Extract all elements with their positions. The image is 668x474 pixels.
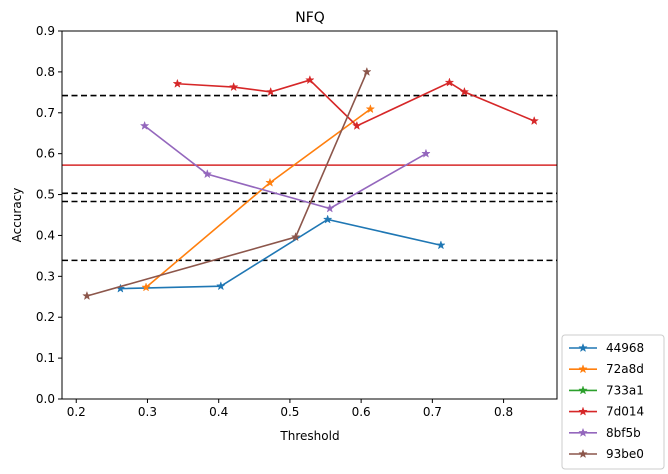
x-tick-label: 0.4: [209, 405, 228, 419]
data-point-44968-2: [216, 281, 226, 291]
series-line-8bf5b: [144, 125, 427, 210]
y-axis-label: Accuracy: [10, 188, 24, 243]
data-point-44968-3: [322, 214, 333, 224]
data-point-93be0-1: [82, 290, 92, 301]
x-tick-label: 0.6: [352, 405, 371, 419]
x-tick-label: 0.8: [494, 405, 513, 419]
data-point-8bf5b-2: [202, 169, 213, 179]
legend-item-7d014: 7d014: [569, 405, 644, 419]
legend-label: 7d014: [606, 405, 644, 419]
legend-label: 8bf5b: [606, 426, 641, 440]
data-point-8bf5b-4: [421, 148, 431, 158]
y-tick-label: 0.8: [36, 65, 55, 79]
data-point-7d014-3: [265, 86, 276, 97]
legend-item-72a8d: 72a8d: [569, 362, 644, 376]
data-point-72a8d-3: [365, 104, 376, 114]
legend-item-8bf5b: 8bf5b: [569, 426, 641, 440]
legend-label: 44968: [606, 341, 644, 355]
data-point-93be0-3: [362, 66, 372, 76]
legend-label: 733a1: [606, 383, 644, 397]
y-tick-label: 0.7: [36, 106, 55, 120]
legend-marker: [578, 364, 588, 374]
x-tick-label: 0.5: [280, 405, 299, 419]
y-tick-label: 0.2: [36, 310, 55, 324]
legend-label: 72a8d: [606, 362, 644, 376]
data-point-7d014-2: [228, 81, 239, 92]
x-tick-label: 0.7: [423, 405, 442, 419]
data-point-44968-4: [436, 240, 446, 250]
data-point-8bf5b-3: [324, 203, 335, 213]
x-tick-label: 0.2: [67, 405, 86, 419]
y-tick-label: 0.9: [36, 24, 55, 38]
legend-item-93be0: 93be0: [569, 447, 644, 461]
plot-frame: [61, 30, 558, 400]
data-point-72a8d-2: [265, 177, 275, 187]
data-point-7d014-1: [172, 78, 183, 88]
legend-marker: [578, 406, 588, 416]
data-point-7d014-6: [444, 77, 455, 87]
data-point-7d014-4: [305, 75, 315, 85]
data-point-7d014-5: [352, 120, 362, 130]
y-tick-label: 0.4: [36, 228, 55, 242]
legend-marker: [578, 385, 588, 395]
chart-title: NFQ: [295, 10, 325, 26]
data-point-8bf5b-1: [139, 120, 150, 130]
data-point-72a8d-1: [141, 282, 151, 292]
legend-marker: [578, 342, 588, 353]
plot-area: 0.2 0.3 0.4 0.5 0.6 0.7 0.8 0.0 0.1 0.2 0.3 0.4 0.5 0…: [36, 24, 558, 419]
data-point-7d014-8: [529, 115, 540, 126]
data-point-93be0-2: [290, 232, 301, 242]
legend-item-733a1: 733a1: [569, 383, 644, 397]
legend: 44968 72a8d 733a1 7d014 8bf5b 93be0: [561, 334, 665, 470]
legend-label: 93be0: [606, 447, 644, 461]
x-tick-label: 0.3: [138, 405, 157, 419]
series-line-93be0: [86, 71, 368, 297]
legend-marker: [578, 448, 588, 459]
y-tick-label: 0.0: [36, 392, 55, 406]
x-axis-label: Threshold: [279, 429, 339, 443]
y-tick-label: 0.6: [36, 147, 55, 161]
series-line-44968: [120, 218, 442, 290]
legend-marker: [578, 427, 588, 437]
y-tick-label: 0.5: [36, 188, 55, 202]
data-point-7d014-7: [459, 86, 470, 97]
legend-item-44968: 44968: [569, 341, 644, 355]
y-tick-label: 0.3: [36, 269, 55, 283]
y-tick-label: 0.1: [36, 351, 55, 365]
